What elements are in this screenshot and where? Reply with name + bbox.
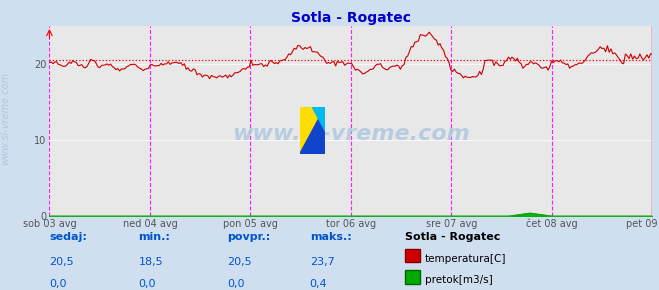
- Text: povpr.:: povpr.:: [227, 232, 271, 242]
- Polygon shape: [312, 107, 325, 130]
- Text: temperatura[C]: temperatura[C]: [425, 254, 507, 264]
- Text: 0,4: 0,4: [310, 279, 328, 289]
- Text: 0,0: 0,0: [138, 279, 156, 289]
- Text: www.si-vreme.com: www.si-vreme.com: [0, 72, 11, 166]
- Text: pretok[m3/s]: pretok[m3/s]: [425, 275, 493, 285]
- Text: sedaj:: sedaj:: [49, 232, 87, 242]
- Text: 0,0: 0,0: [227, 279, 245, 289]
- Text: 0,0: 0,0: [49, 279, 67, 289]
- Text: www.si-vreme.com: www.si-vreme.com: [232, 124, 470, 144]
- Polygon shape: [300, 107, 325, 154]
- Text: min.:: min.:: [138, 232, 170, 242]
- Text: 20,5: 20,5: [227, 257, 252, 267]
- Title: Sotla - Rogatec: Sotla - Rogatec: [291, 11, 411, 25]
- Text: 18,5: 18,5: [138, 257, 163, 267]
- Polygon shape: [300, 107, 325, 154]
- Text: 23,7: 23,7: [310, 257, 335, 267]
- Text: maks.:: maks.:: [310, 232, 351, 242]
- Text: Sotla - Rogatec: Sotla - Rogatec: [405, 232, 501, 242]
- Text: 20,5: 20,5: [49, 257, 74, 267]
